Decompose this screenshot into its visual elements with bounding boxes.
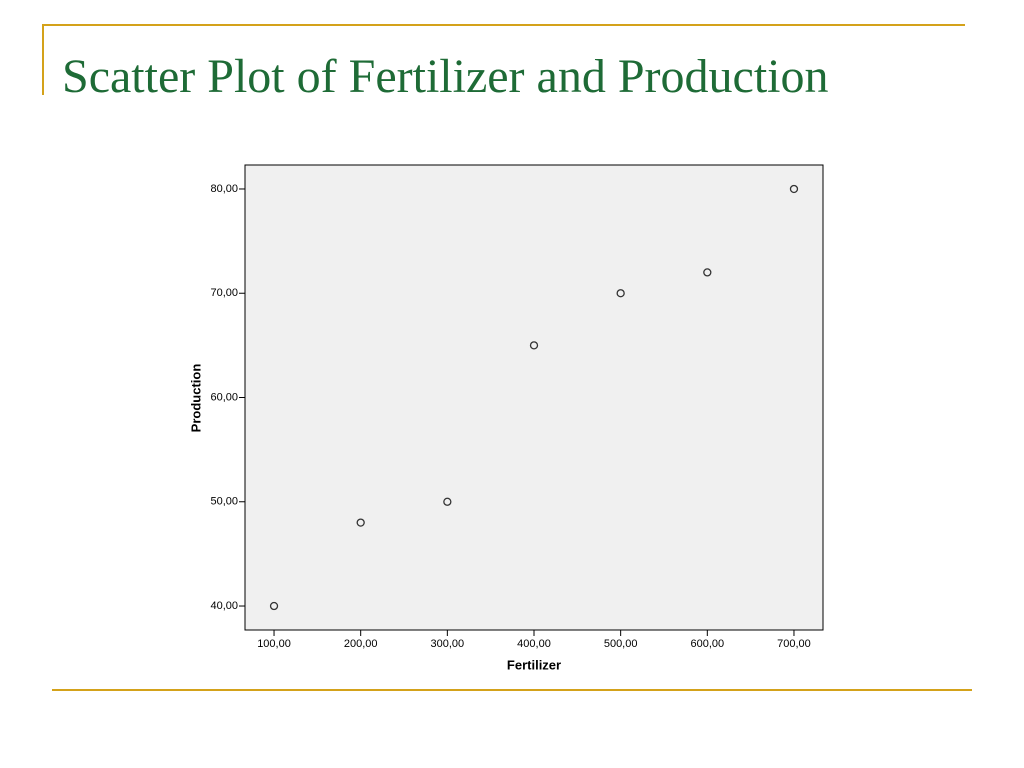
x-tick-label: 200,00 <box>344 638 378 650</box>
point <box>269 601 279 611</box>
x-tick-label: 600,00 <box>690 638 724 650</box>
x-axis-label: Fertilizer <box>507 657 561 672</box>
y-tick-label: 40,00 <box>210 600 238 612</box>
y-axis-label: Production <box>188 364 203 433</box>
point <box>443 497 452 506</box>
plot-area <box>244 164 824 631</box>
point <box>789 184 799 194</box>
slide-title: Scatter Plot of Fertilizer and Productio… <box>62 50 829 103</box>
x-tick-label: 300,00 <box>431 638 465 650</box>
y-tick-label: 50,00 <box>210 496 238 508</box>
y-tick-label: 70,00 <box>210 287 238 299</box>
point <box>529 341 539 350</box>
x-tick-label: 400,00 <box>517 638 551 650</box>
x-tick-label: 500,00 <box>604 638 638 650</box>
point <box>703 268 712 277</box>
point <box>616 289 625 298</box>
y-tick-label: 60,00 <box>210 391 238 403</box>
y-tick-label: 80,00 <box>210 183 238 195</box>
x-tick-label: 700,00 <box>777 638 811 650</box>
point <box>356 518 365 527</box>
x-tick-label: 100,00 <box>257 638 291 650</box>
